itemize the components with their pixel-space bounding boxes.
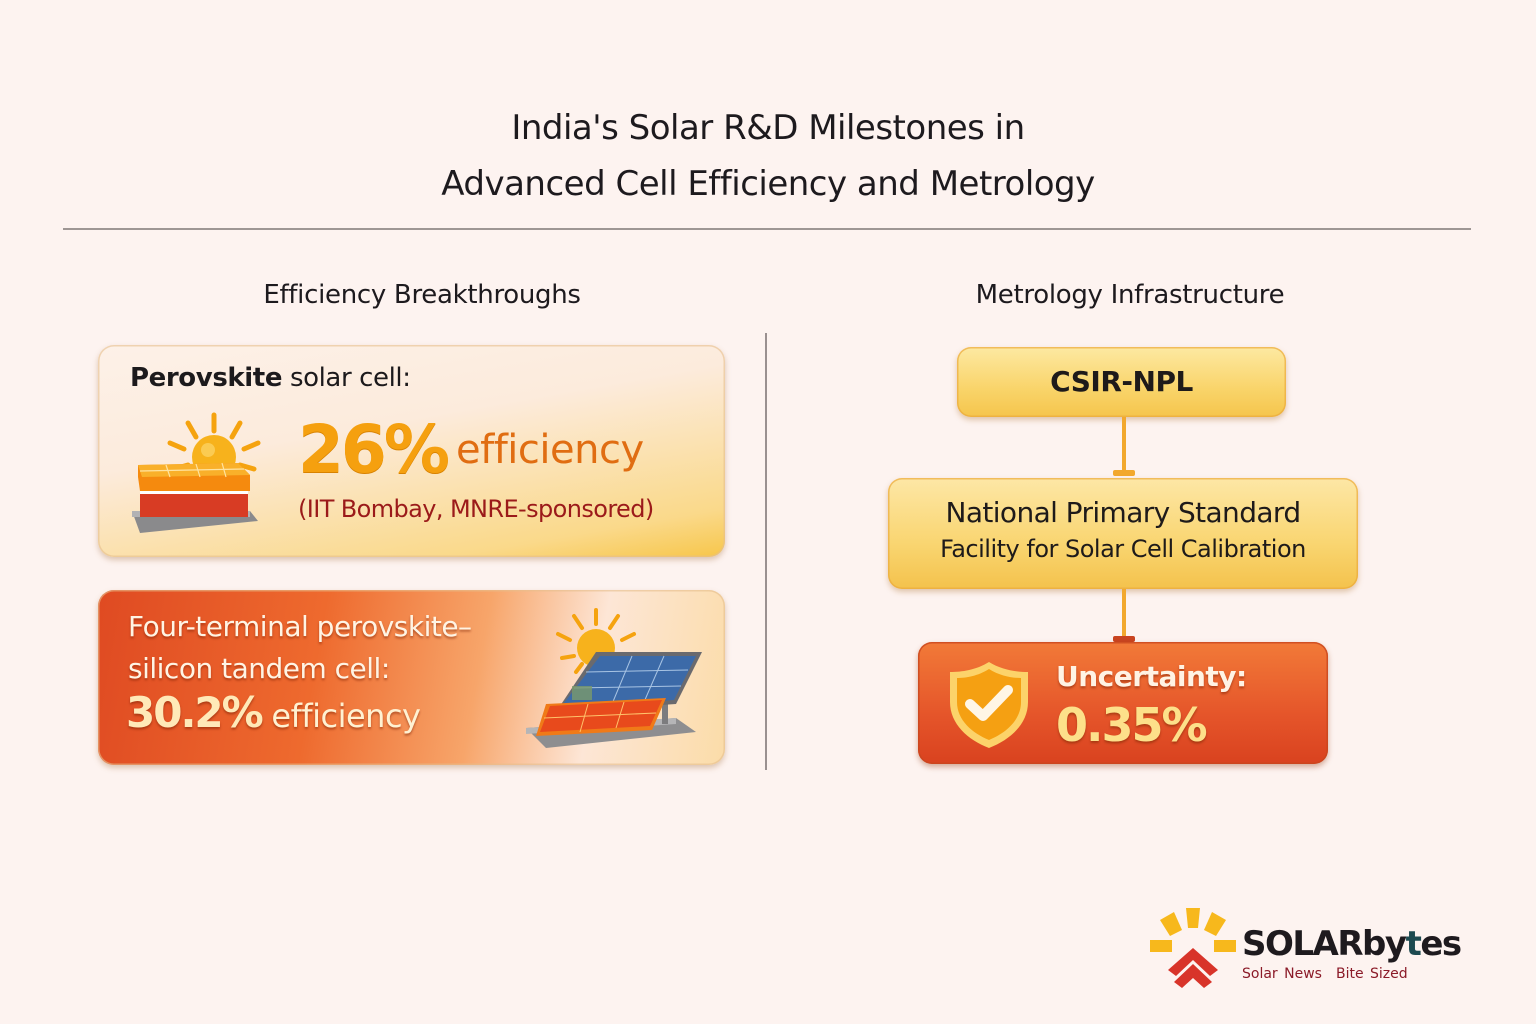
perovskite-card-label: Perovskite solar cell: xyxy=(130,363,411,393)
tandem-solar-panel-sun-icon xyxy=(526,608,702,748)
flow-connector-cap-1 xyxy=(1113,470,1135,476)
tagline-part-1: Solar News xyxy=(1242,966,1322,982)
tandem-efficiency: 30.2% efficiency xyxy=(126,688,421,737)
tandem-efficiency-value: 30.2% xyxy=(126,688,264,737)
national-primary-standard-box: National Primary Standard Facility for S… xyxy=(888,478,1358,589)
uncertainty-label: Uncertainty: xyxy=(1056,660,1247,693)
perovskite-cell-sun-icon xyxy=(132,412,261,533)
perovskite-source: (IIT Bombay, MNRE-sponsored) xyxy=(298,495,654,523)
tandem-label-line-1: Four-terminal perovskite– xyxy=(128,610,472,643)
nps-line-1: National Primary Standard xyxy=(945,496,1301,529)
label-bold: Perovskite xyxy=(130,363,283,393)
uncertainty-box: Uncertainty: 0.35% xyxy=(918,642,1328,764)
perovskite-efficiency-value: 26% xyxy=(298,411,450,488)
tandem-label-line-2: silicon tandem cell: xyxy=(128,652,390,685)
tagline-part-2: Bite Sized xyxy=(1335,966,1408,982)
title-line-2: Advanced Cell Efficiency and Metrology xyxy=(441,164,1095,204)
metrology-section-heading: Metrology Infrastructure xyxy=(975,280,1285,310)
brand-tagline: Solar News Bite Sized xyxy=(1242,966,1408,982)
solarbytes-logo-icon xyxy=(1150,908,1236,988)
perovskite-efficiency-unit: efficiency xyxy=(456,427,644,473)
perovskite-cell-card: Perovskite solar cell: 26% efficiency (I… xyxy=(98,345,725,557)
efficiency-section-heading: Efficiency Breakthroughs xyxy=(263,280,581,310)
tandem-cell-card: Four-terminal perovskite– silicon tandem… xyxy=(98,590,725,765)
brand-name-main: SOLARby xyxy=(1242,924,1407,964)
flow-connector-1 xyxy=(1122,417,1126,474)
flow-connector-cap-2 xyxy=(1113,636,1135,642)
tandem-card-label: Four-terminal perovskite– silicon tandem… xyxy=(128,606,472,690)
nps-line-2: Facility for Solar Cell Calibration xyxy=(940,535,1306,563)
column-divider xyxy=(765,333,767,770)
solarbytes-wordmark: SOLARbytes xyxy=(1242,924,1462,964)
shield-check-icon xyxy=(950,662,1028,748)
csir-npl-box: CSIR-NPL xyxy=(957,347,1286,417)
label-rest: solar cell: xyxy=(282,363,411,393)
page-title: India's Solar R&D Milestones in Advanced… xyxy=(0,100,1536,212)
title-line-1: India's Solar R&D Milestones in xyxy=(511,108,1025,148)
brand-name-end: es xyxy=(1420,924,1462,964)
brand-name-t: t xyxy=(1405,924,1422,964)
uncertainty-value: 0.35% xyxy=(1056,698,1208,752)
title-divider xyxy=(63,228,1471,230)
tandem-efficiency-unit: efficiency xyxy=(261,697,421,735)
flow-connector-2 xyxy=(1122,589,1126,639)
